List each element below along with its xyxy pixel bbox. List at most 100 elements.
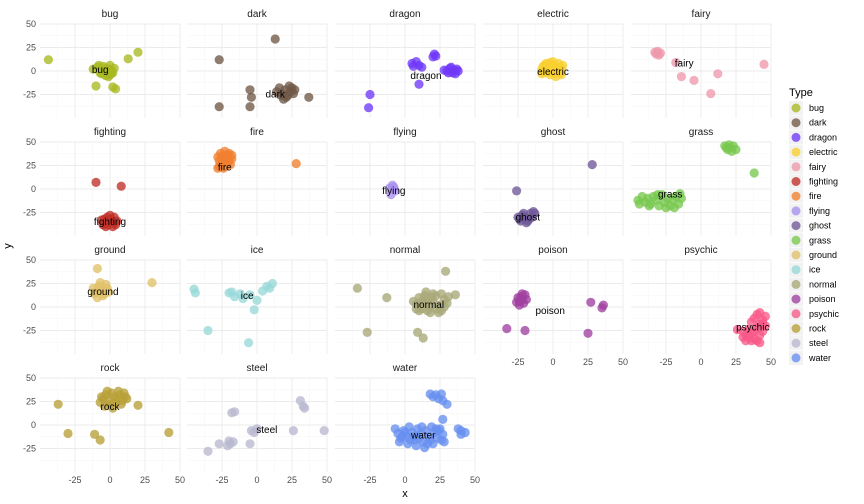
points-rock xyxy=(53,386,174,445)
legend-label-electric: electric xyxy=(809,147,838,157)
point-rock xyxy=(102,386,112,396)
legend-label-grass: grass xyxy=(809,235,832,245)
point-water xyxy=(456,429,466,439)
point-poison xyxy=(520,325,530,336)
legend-label-bug: bug xyxy=(809,103,824,113)
legend-label-dragon: dragon xyxy=(809,132,837,142)
point-ground xyxy=(92,293,102,303)
point-steel xyxy=(245,439,255,449)
x-tick-label: 0 xyxy=(107,475,112,485)
legend-label-fighting: fighting xyxy=(809,177,838,187)
point-grass xyxy=(749,168,759,178)
point-water xyxy=(417,422,427,432)
point-fairy xyxy=(689,75,699,85)
point-ghost xyxy=(513,212,523,222)
point-bug xyxy=(123,54,133,64)
point-electric xyxy=(544,67,554,77)
point-water xyxy=(425,389,435,399)
panel-poison: poison poison xyxy=(483,245,624,354)
point-dragon xyxy=(414,79,424,89)
panel-electric: electric electric xyxy=(483,9,624,118)
point-bug xyxy=(108,82,118,92)
panel-ghost: ghost ghost xyxy=(483,127,624,236)
point-ice xyxy=(227,287,237,297)
x-tick-label: 0 xyxy=(254,475,259,485)
legend-key-fighting xyxy=(791,177,801,186)
point-bug xyxy=(106,69,116,79)
gridlines xyxy=(40,259,181,354)
legend-label-rock: rock xyxy=(809,324,827,334)
point-rock xyxy=(53,399,63,409)
legend-key-dragon xyxy=(791,132,801,142)
legend-label-dark: dark xyxy=(809,118,827,128)
panel-label-fighting: fighting xyxy=(94,217,126,228)
facet-panels: bugbugdarkdarkdragondragonelectricelectr… xyxy=(40,9,772,472)
panel-label-ghost: ghost xyxy=(516,212,541,223)
legend-label-ghost: ghost xyxy=(809,221,832,231)
point-dragon xyxy=(417,62,427,72)
point-psychic xyxy=(738,332,748,342)
y-tick-label: 25 xyxy=(26,279,36,289)
point-dark xyxy=(284,81,294,91)
panel-title-psychic: psychic xyxy=(684,245,717,256)
legend-item-fire: fire xyxy=(789,189,822,204)
points-fire xyxy=(213,146,301,173)
panel-title-ground: ground xyxy=(94,245,125,256)
point-dragon xyxy=(452,64,462,74)
legend-key-steel xyxy=(791,338,801,348)
point-grass xyxy=(653,190,663,200)
legend-key-water xyxy=(791,353,801,363)
legend-key-poison xyxy=(791,294,801,304)
point-fighting xyxy=(116,181,126,191)
point-ground xyxy=(92,263,102,274)
point-dark xyxy=(246,92,256,102)
point-normal xyxy=(434,308,444,318)
x-axis-title: x xyxy=(402,488,408,500)
point-water xyxy=(439,437,449,447)
gridlines xyxy=(483,141,624,236)
gridlines xyxy=(187,23,328,118)
point-bug xyxy=(133,47,143,57)
legend: Type bug dark dragon electric fairy fighting f… xyxy=(789,87,840,365)
legend-item-flying: flying xyxy=(789,203,830,218)
point-dark xyxy=(245,102,255,112)
x-tick-label: 50 xyxy=(618,357,628,367)
legend-item-rock: rock xyxy=(789,321,827,336)
legend-key-grass xyxy=(791,235,801,245)
point-electric xyxy=(556,70,567,80)
panel-label-dark: dark xyxy=(265,90,285,101)
points-steel xyxy=(203,396,329,456)
point-fairy xyxy=(706,89,716,99)
point-dark xyxy=(214,55,224,65)
point-dark xyxy=(304,92,314,102)
legend-item-normal: normal xyxy=(789,277,837,292)
legend-item-psychic: psychic xyxy=(789,306,840,321)
panel-fire: fire fire xyxy=(187,127,328,236)
y-tick-label: 0 xyxy=(31,184,36,194)
points-fairy xyxy=(650,46,769,99)
point-fairy xyxy=(676,72,687,82)
panel-title-fairy: fairy xyxy=(692,9,711,20)
x-tick-label: -25 xyxy=(68,475,81,485)
point-grass xyxy=(661,203,671,213)
panel-title-ghost: ghost xyxy=(541,127,566,138)
panel-label-fire: fire xyxy=(218,162,232,173)
point-rock xyxy=(116,399,126,409)
points-psychic xyxy=(732,308,771,348)
legend-key-fairy xyxy=(791,162,801,172)
y-tick-label: 50 xyxy=(26,137,36,147)
point-dark xyxy=(245,85,255,95)
panel-label-ice: ice xyxy=(241,291,254,302)
panel-fighting: fighting fighting xyxy=(40,127,181,236)
x-tick-label: 25 xyxy=(140,475,150,485)
y-tick-label: 0 xyxy=(31,66,36,76)
point-poison xyxy=(583,328,593,338)
point-water xyxy=(411,441,421,451)
panel-label-poison: poison xyxy=(535,306,564,317)
point-flying xyxy=(389,182,399,192)
legend-item-water: water xyxy=(789,350,831,365)
panel-bug: bug bug xyxy=(40,9,181,118)
point-psychic xyxy=(755,338,765,348)
panel-title-dragon: dragon xyxy=(389,9,420,20)
panel-title-bug: bug xyxy=(102,9,119,20)
